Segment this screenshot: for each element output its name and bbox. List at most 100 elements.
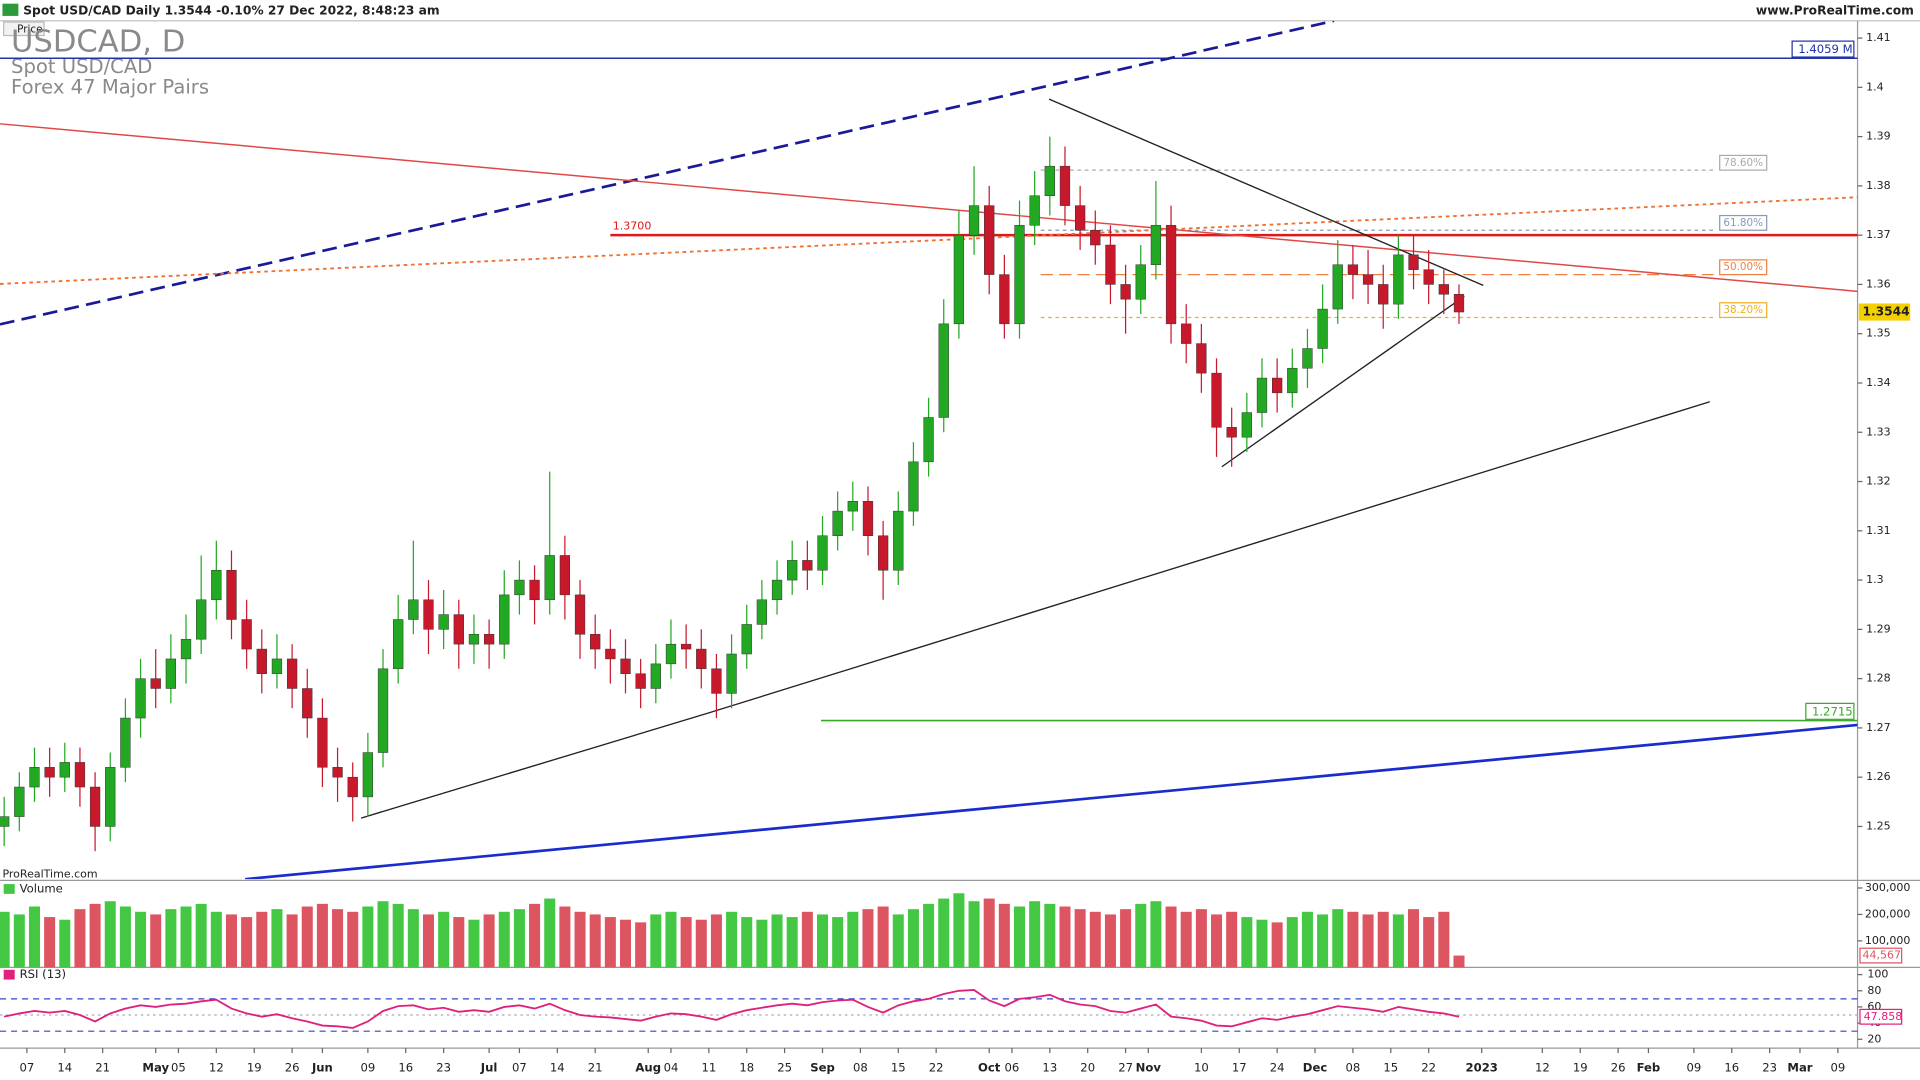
x-tick-label: 05 bbox=[171, 1060, 186, 1074]
x-tick-label: 07 bbox=[512, 1060, 527, 1074]
volume-bar bbox=[710, 914, 722, 968]
volume-bar bbox=[1377, 911, 1389, 968]
site: www.ProRealTime.com bbox=[1756, 4, 1914, 18]
candle-body bbox=[196, 599, 207, 640]
candle-body bbox=[529, 579, 540, 601]
candle-body bbox=[1135, 264, 1146, 300]
candle-body bbox=[44, 767, 55, 778]
candle-body bbox=[877, 535, 889, 571]
volume-bar bbox=[635, 922, 647, 968]
y-tick-label: 100,000 bbox=[1865, 934, 1911, 947]
x-tick-label: 16 bbox=[1724, 1060, 1739, 1074]
level-label-box bbox=[1805, 702, 1855, 720]
y-tick-label: 1.4 bbox=[1866, 80, 1884, 93]
candle-body bbox=[317, 717, 328, 768]
x-tick-label: 06 bbox=[1005, 1060, 1020, 1074]
x-tick-label: Sep bbox=[810, 1060, 835, 1074]
chart-subtitle: Forex 47 Major Pairs bbox=[11, 76, 209, 99]
candle-body bbox=[165, 658, 177, 689]
x-tick-label: 24 bbox=[1270, 1060, 1285, 1074]
fib-label: 78.60% bbox=[1723, 157, 1763, 169]
trendline bbox=[0, 196, 1858, 285]
trendline bbox=[1221, 295, 1465, 468]
candle-body bbox=[0, 816, 10, 827]
candle-body bbox=[332, 767, 343, 778]
x-tick-label: 08 bbox=[1346, 1060, 1361, 1074]
x-tick-label: 25 bbox=[777, 1060, 792, 1074]
volume-bar bbox=[453, 917, 465, 968]
x-tick-label: Jun bbox=[311, 1060, 333, 1074]
y-tick-label: 100 bbox=[1867, 968, 1888, 981]
x-tick-label: 16 bbox=[398, 1060, 413, 1074]
volume-bar bbox=[907, 909, 919, 968]
volume-bar bbox=[256, 911, 268, 968]
rsi-last-box bbox=[1859, 1008, 1903, 1025]
volume-bar bbox=[150, 914, 162, 968]
volume-bar bbox=[438, 911, 450, 968]
header-info: Spot USD/CAD Daily 1.3544 -0.10% 27 Dec … bbox=[23, 4, 439, 18]
volume-bar bbox=[1120, 909, 1132, 968]
volume-bar bbox=[756, 919, 768, 968]
volume-bar bbox=[1074, 909, 1086, 968]
volume-bar bbox=[28, 906, 40, 968]
candle-body bbox=[514, 579, 525, 596]
candle-body bbox=[726, 653, 737, 694]
chart-title: USDCAD, D bbox=[11, 24, 185, 59]
volume-bar bbox=[650, 914, 662, 968]
volume-bar bbox=[332, 909, 344, 968]
candle-body bbox=[105, 767, 116, 827]
volume-bar bbox=[119, 906, 131, 968]
x-tick-label: Nov bbox=[1136, 1060, 1162, 1074]
y-tick-label: 200,000 bbox=[1865, 907, 1911, 920]
volume-bar bbox=[241, 917, 253, 968]
x-tick-label: May bbox=[142, 1060, 169, 1074]
candle-body bbox=[862, 501, 874, 536]
candle-body bbox=[938, 323, 949, 418]
candle-body bbox=[468, 634, 480, 645]
volume-bar bbox=[180, 906, 192, 968]
volume-bar bbox=[1044, 903, 1056, 968]
candle-body bbox=[271, 658, 283, 674]
y-tick-label: 1.41 bbox=[1866, 31, 1891, 44]
volume-bar bbox=[377, 901, 389, 968]
volume-bar bbox=[1256, 919, 1268, 968]
volume-bar bbox=[165, 909, 177, 968]
y-tick-label: 1.39 bbox=[1866, 130, 1891, 143]
volume-bar bbox=[89, 903, 101, 968]
x-tick-label: 22 bbox=[1421, 1060, 1436, 1074]
candle-body bbox=[984, 205, 995, 275]
candle-body bbox=[650, 663, 661, 689]
volume-bar bbox=[1180, 911, 1192, 968]
fib-label-box bbox=[1719, 214, 1768, 231]
candle-body bbox=[1014, 225, 1025, 325]
candle-body bbox=[1317, 308, 1328, 349]
volume-bar bbox=[877, 906, 889, 968]
candle-body bbox=[544, 555, 555, 601]
y-tick-label: 1.29 bbox=[1866, 622, 1891, 635]
trendline bbox=[0, 123, 1858, 293]
volume-last-box bbox=[1859, 947, 1903, 964]
x-tick-label: 27 bbox=[1118, 1060, 1133, 1074]
volume-bar bbox=[422, 914, 435, 968]
candle-body bbox=[665, 643, 677, 665]
x-tick-label: 11 bbox=[701, 1060, 716, 1074]
fib-label: 61.80% bbox=[1723, 217, 1763, 229]
x-tick-label: 12 bbox=[209, 1060, 224, 1074]
candle-body bbox=[711, 668, 722, 694]
x-tick-label: Feb bbox=[1637, 1060, 1661, 1074]
level-label: 1.4059 M bbox=[1798, 42, 1852, 56]
y-tick-label: 1.36 bbox=[1866, 277, 1891, 290]
volume-bar bbox=[983, 898, 995, 968]
volume-bar bbox=[1195, 909, 1207, 968]
volume-bar bbox=[468, 919, 480, 968]
legend-icon bbox=[3, 969, 15, 980]
last-price: 1.3544 bbox=[1862, 305, 1909, 319]
fib-label-box bbox=[1719, 259, 1768, 276]
candle-body bbox=[1332, 264, 1343, 310]
volume-bar bbox=[1453, 955, 1465, 968]
volume-bar bbox=[347, 911, 359, 968]
watermark: ProRealTime.com bbox=[2, 867, 97, 880]
legend-icon bbox=[3, 884, 15, 894]
x-tick-label: Aug bbox=[635, 1060, 661, 1074]
